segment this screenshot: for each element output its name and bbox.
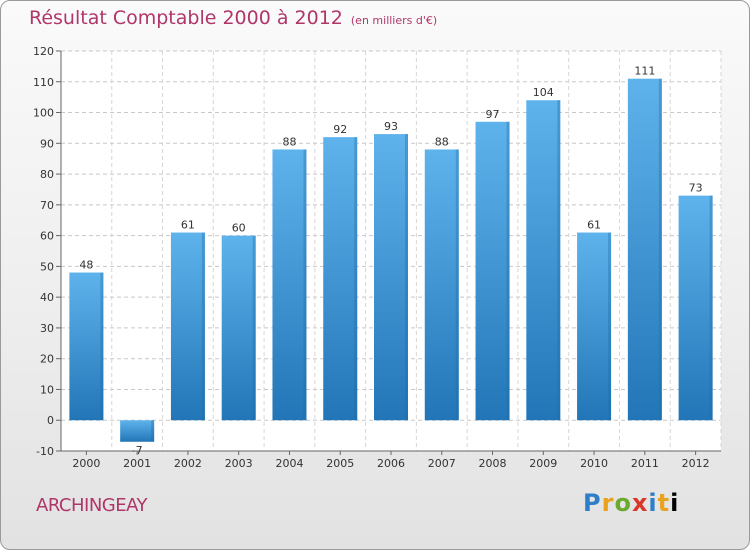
- x-tick-label: 2010: [580, 457, 608, 470]
- y-tick-label: -10: [36, 445, 54, 458]
- x-tick-label: 2002: [174, 457, 202, 470]
- logo-letter: o: [614, 489, 632, 517]
- y-tick-label: 0: [47, 414, 54, 427]
- chart-title: Résultat Comptable 2000 à 2012 (en millie…: [29, 7, 437, 29]
- x-tick-label: 2003: [225, 457, 253, 470]
- data-label: 88: [282, 135, 296, 148]
- bar-shade: [405, 134, 408, 421]
- logo-letter: i: [648, 489, 658, 517]
- bar: [424, 149, 459, 421]
- bar-shade: [151, 420, 155, 442]
- bar-shade: [252, 235, 256, 421]
- bar: [526, 100, 561, 421]
- logo-letter: i: [670, 489, 680, 517]
- x-tick-label: 2012: [682, 457, 710, 470]
- logo-letter: t: [657, 489, 671, 517]
- logo-letter: P: [583, 489, 602, 517]
- y-tick-label: 110: [33, 76, 54, 89]
- data-label: -7: [132, 444, 143, 457]
- y-tick-label: 40: [40, 291, 54, 304]
- bar-shade: [201, 232, 205, 421]
- bar: [221, 235, 256, 421]
- bar: [272, 149, 307, 421]
- y-tick-label: 50: [40, 260, 54, 273]
- bar: [374, 134, 408, 421]
- bar: [120, 420, 155, 442]
- proxiti-logo: Proxiti: [583, 489, 679, 517]
- bar-shade: [100, 272, 104, 421]
- y-tick-label: 90: [40, 137, 54, 150]
- bar-shade: [354, 137, 358, 421]
- x-tick-label: 2009: [529, 457, 557, 470]
- data-label: 111: [634, 65, 655, 78]
- y-tick-label: 30: [40, 322, 54, 335]
- x-tick-label: 2006: [377, 457, 405, 470]
- data-label: 61: [181, 219, 195, 232]
- bar-shade: [608, 232, 612, 421]
- data-label: 93: [384, 120, 398, 133]
- bar: [627, 78, 662, 421]
- y-tick-label: 120: [33, 45, 54, 58]
- chart-title-text: Résultat Comptable 2000 à 2012: [29, 7, 343, 29]
- logo-letter: r: [601, 489, 615, 517]
- bar: [323, 137, 358, 421]
- x-tick-label: 2000: [72, 457, 100, 470]
- commune-name: ARCHINGEAY: [36, 495, 148, 516]
- data-label: 60: [232, 222, 246, 235]
- data-label: 88: [435, 135, 449, 148]
- chart-unit: (en milliers d'€): [350, 14, 438, 27]
- bar-shade: [709, 195, 713, 421]
- bar: [577, 232, 612, 421]
- bar: [170, 232, 205, 421]
- y-tick-label: 100: [33, 107, 54, 120]
- data-label: 61: [587, 219, 601, 232]
- bar-shade: [303, 149, 307, 421]
- data-label: 97: [486, 108, 500, 121]
- y-tick-label: 60: [40, 230, 54, 243]
- bar: [69, 272, 104, 421]
- y-tick-label: 10: [40, 383, 54, 396]
- bar-shade: [455, 149, 459, 421]
- bar: [678, 195, 713, 421]
- bar-shade: [506, 121, 510, 421]
- bar: [475, 121, 510, 421]
- y-tick-label: 70: [40, 199, 54, 212]
- logo-letter: x: [631, 489, 649, 517]
- x-tick-label: 2005: [326, 457, 354, 470]
- x-tick-label: 2011: [631, 457, 659, 470]
- bar-shade: [658, 78, 662, 421]
- data-label: 48: [79, 259, 93, 272]
- x-tick-label: 2007: [428, 457, 456, 470]
- x-tick-label: 2008: [479, 457, 507, 470]
- x-tick-label: 2004: [275, 457, 303, 470]
- data-label: 92: [333, 123, 347, 136]
- x-tick-label: 2001: [123, 457, 151, 470]
- y-tick-label: 80: [40, 168, 54, 181]
- y-tick-label: 20: [40, 353, 54, 366]
- bar-shade: [557, 100, 561, 421]
- data-label: 104: [533, 86, 554, 99]
- data-label: 73: [689, 182, 703, 195]
